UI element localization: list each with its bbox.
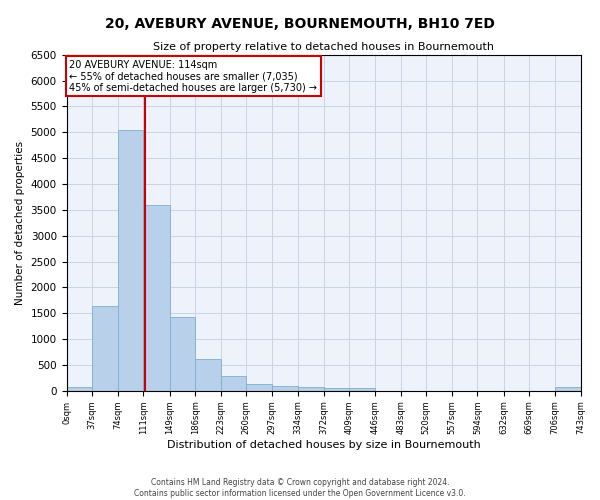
Bar bbox=[118, 130, 143, 391]
X-axis label: Distribution of detached houses by size in Bournemouth: Distribution of detached houses by size … bbox=[167, 440, 481, 450]
Bar bbox=[170, 318, 195, 391]
Bar bbox=[195, 359, 221, 391]
Bar bbox=[92, 306, 118, 391]
Bar bbox=[555, 387, 581, 391]
Title: Size of property relative to detached houses in Bournemouth: Size of property relative to detached ho… bbox=[153, 42, 494, 52]
Bar bbox=[247, 384, 272, 391]
Y-axis label: Number of detached properties: Number of detached properties bbox=[15, 140, 25, 305]
Bar bbox=[143, 204, 170, 391]
Text: 20, AVEBURY AVENUE, BOURNEMOUTH, BH10 7ED: 20, AVEBURY AVENUE, BOURNEMOUTH, BH10 7E… bbox=[105, 18, 495, 32]
Bar bbox=[349, 388, 375, 391]
Text: 20 AVEBURY AVENUE: 114sqm
← 55% of detached houses are smaller (7,035)
45% of se: 20 AVEBURY AVENUE: 114sqm ← 55% of detac… bbox=[69, 60, 317, 93]
Bar bbox=[298, 387, 324, 391]
Bar bbox=[67, 387, 92, 391]
Bar bbox=[324, 388, 349, 391]
Bar bbox=[221, 376, 247, 391]
Text: Contains HM Land Registry data © Crown copyright and database right 2024.
Contai: Contains HM Land Registry data © Crown c… bbox=[134, 478, 466, 498]
Bar bbox=[272, 386, 298, 391]
